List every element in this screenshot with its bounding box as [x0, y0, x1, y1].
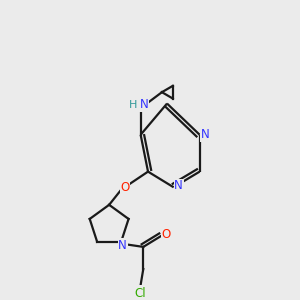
Text: N: N: [140, 98, 148, 112]
Text: H: H: [128, 100, 137, 110]
Text: N: N: [174, 179, 183, 192]
Text: N: N: [200, 128, 209, 141]
Text: O: O: [161, 228, 171, 241]
Text: N: N: [118, 239, 127, 252]
Text: Cl: Cl: [134, 287, 146, 300]
Text: O: O: [120, 181, 129, 194]
